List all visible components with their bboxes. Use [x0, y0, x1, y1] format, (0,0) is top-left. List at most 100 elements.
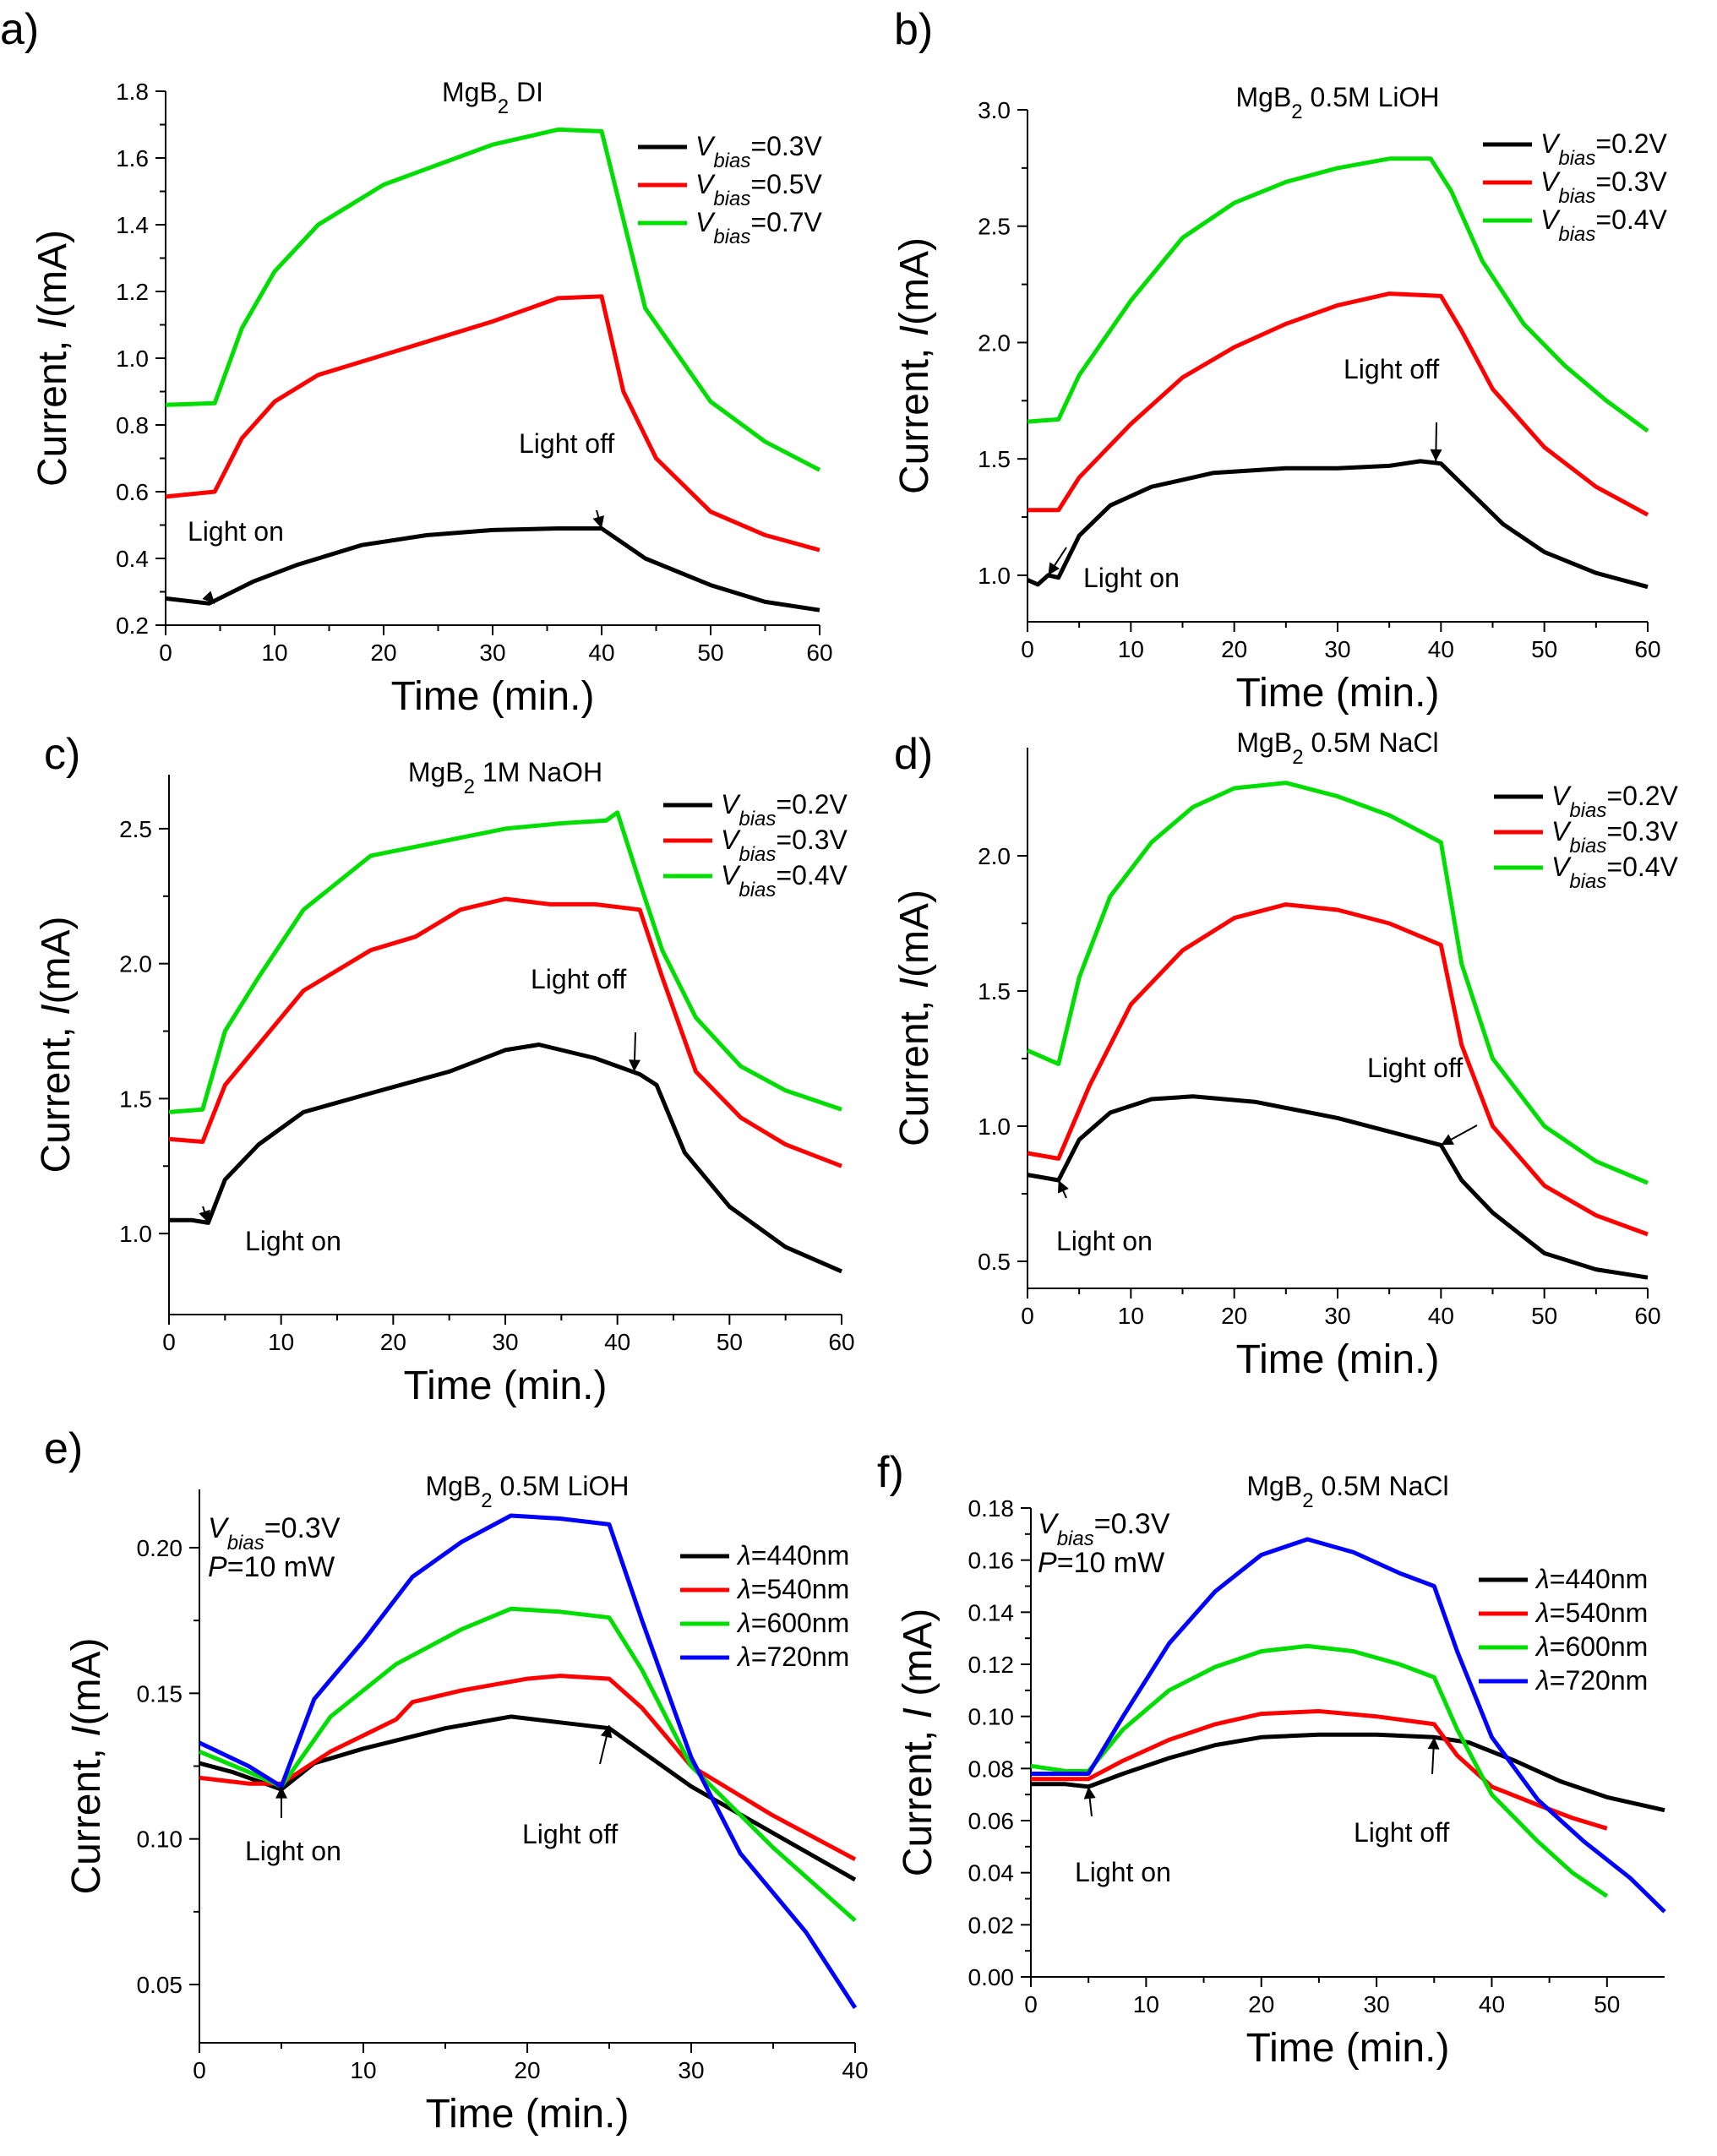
legend-entry-1: Vbias=0.3V [695, 131, 823, 172]
legend-entry-1: λ=440nm [736, 1540, 849, 1571]
light-off-arrow-head [600, 1725, 613, 1739]
y-tick-label: 0.10 [968, 1704, 1015, 1730]
condition-bias: Vbias=0.3V [1038, 1508, 1170, 1550]
x-tick-label: 10 [1133, 1991, 1159, 2017]
x-axis-title: Time (min.) [1246, 2026, 1450, 2071]
light-off-arrow-head [1427, 1737, 1440, 1750]
light-off-label: Light off [519, 428, 614, 459]
chart-title: MgB2 0.5M LiOH [1236, 82, 1440, 123]
y-axis-title: Current, I(mA) [34, 916, 79, 1173]
y-tick-label: 1.0 [116, 346, 149, 372]
y-tick-label: 0.20 [137, 1535, 183, 1561]
y-tick-label: 2.5 [119, 816, 152, 842]
series-line-4 [198, 1513, 858, 2009]
y-tick-label: 0.10 [137, 1827, 183, 1853]
y-tick-label: 0.08 [968, 1756, 1015, 1782]
x-tick-label: 50 [697, 640, 723, 666]
x-axis-title: Time (min.) [1236, 1337, 1440, 1382]
panel-label: a) [0, 5, 39, 54]
y-tick-label: 3.0 [978, 97, 1011, 123]
light-off-arrow-head [629, 1059, 640, 1072]
x-tick-label: 30 [1324, 636, 1350, 662]
y-tick-label: 1.0 [978, 1113, 1011, 1140]
y-tick-label: 0.16 [968, 1548, 1015, 1574]
chart-title: MgB2 1M NaOH [408, 757, 602, 798]
y-tick-label: 0.12 [968, 1652, 1015, 1678]
y-tick-label: 1.0 [119, 1221, 152, 1247]
chart-title: MgB2 0.5M NaCl [1246, 1471, 1448, 1512]
x-tick-label: 50 [1531, 636, 1557, 662]
light-on-label: Light on [188, 516, 284, 547]
light-on-arrow-head [1058, 1180, 1069, 1194]
y-tick-label: 1.4 [116, 212, 149, 238]
legend-entry-1: Vbias=0.2V [1540, 128, 1668, 170]
panel-c: c) 0 10 20 30 40 50 60 1.0 1.5 2.0 2.5 Time (min.) Cu… [34, 730, 855, 1408]
y-tick-label: 0.18 [968, 1495, 1015, 1522]
light-off-arrow-head [1430, 449, 1442, 461]
x-tick-label: 0 [1021, 1303, 1034, 1329]
light-on-arrow-head [275, 1786, 287, 1799]
x-axis-title: Time (min.) [426, 2092, 630, 2137]
x-tick-label: 40 [1479, 1991, 1505, 2017]
x-tick-label: 50 [1594, 1991, 1620, 2017]
y-tick-label: 0.14 [968, 1599, 1015, 1625]
x-tick-label: 30 [479, 640, 505, 666]
x-tick-label: 30 [492, 1329, 518, 1355]
y-axis-title: Current, I(mA) [892, 890, 937, 1146]
panel-label: c) [44, 730, 80, 779]
light-off-label: Light off [1354, 1817, 1449, 1848]
x-tick-label: 20 [370, 640, 396, 666]
y-axis-title: Current, I(mA) [64, 1637, 109, 1894]
y-tick-label: 1.5 [119, 1086, 152, 1112]
light-on-label: Light on [1075, 1857, 1171, 1887]
legend-entry-2: Vbias=0.3V [1540, 166, 1668, 208]
legend-entry-3: λ=600nm [1534, 1631, 1648, 1662]
series-line-2 [1027, 902, 1649, 1237]
y-tick-label: 0.15 [137, 1680, 183, 1707]
panel-label: e) [44, 1424, 83, 1473]
series-line-2 [165, 294, 820, 553]
light-off-arrow-head [1441, 1134, 1454, 1146]
panel-b: b) 0 10 20 30 40 50 60 1.0 1.5 2.0 2.5 3.0 Time (min.… [892, 5, 1668, 716]
x-axis-title: Time (min.) [391, 674, 595, 719]
y-tick-label: 2.0 [119, 951, 152, 977]
legend-entry-2: Vbias=0.3V [1551, 816, 1679, 858]
y-tick-label: 1.5 [978, 978, 1011, 1004]
legend-entry-2: λ=540nm [736, 1574, 849, 1604]
legend-entry-3: Vbias=0.4V [1540, 204, 1668, 246]
light-off-label: Light off [1344, 354, 1439, 384]
y-tick-label: 1.6 [116, 145, 149, 172]
x-tick-label: 0 [1024, 1991, 1038, 2017]
y-tick-label: 1.8 [116, 79, 149, 105]
x-tick-label: 20 [380, 1329, 406, 1355]
x-tick-label: 0 [193, 2057, 206, 2083]
x-tick-label: 50 [717, 1329, 743, 1355]
x-tick-label: 0 [159, 640, 172, 666]
y-tick-label: 0.05 [137, 1972, 183, 1998]
x-tick-label: 60 [828, 1329, 854, 1355]
y-tick-label: 2.0 [978, 843, 1011, 869]
x-tick-label: 30 [1364, 1991, 1390, 2017]
y-tick-label: 0.4 [116, 546, 149, 572]
series-line-1 [1031, 1732, 1665, 1813]
x-tick-label: 10 [350, 2057, 376, 2083]
series-line-3 [1030, 1643, 1609, 1898]
y-tick-label: 0.00 [968, 1964, 1015, 1990]
legend-entry-4: λ=720nm [1534, 1665, 1648, 1696]
y-tick-label: 1.2 [116, 279, 149, 305]
y-tick-label: 2.5 [978, 214, 1011, 240]
x-axis-title: Time (min.) [404, 1364, 608, 1408]
x-tick-label: 40 [604, 1329, 630, 1355]
series-line-2 [1027, 291, 1649, 517]
x-axis-title: Time (min.) [1236, 671, 1440, 716]
light-on-arrow-head [202, 591, 215, 604]
y-axis-title: Current, I (mA) [896, 1609, 940, 1876]
y-tick-label: 0.6 [116, 479, 149, 505]
legend-entry-1: Vbias=0.2V [721, 789, 848, 830]
legend-entry-3: Vbias=0.4V [721, 860, 848, 901]
light-on-label: Light on [245, 1836, 341, 1866]
light-on-arrow-head [1048, 562, 1060, 575]
light-on-label: Light on [1056, 1226, 1153, 1256]
light-off-label: Light off [531, 964, 626, 994]
y-tick-label: 0.04 [968, 1860, 1015, 1886]
